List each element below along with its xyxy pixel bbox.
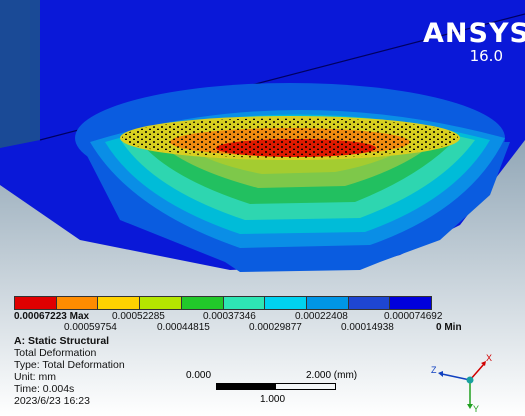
triad-origin bbox=[466, 376, 474, 384]
x-axis-label: X bbox=[486, 353, 492, 363]
brand-version: 16.0 bbox=[469, 47, 503, 65]
result-type: Type: Total Deformation bbox=[14, 359, 125, 371]
legend-label: 0.00059754 bbox=[64, 322, 117, 333]
legend-color-swatch bbox=[390, 297, 432, 309]
legend-label: 0.00022408 bbox=[295, 311, 348, 322]
legend-color-swatch bbox=[140, 297, 182, 309]
mesh-nodes bbox=[122, 118, 458, 158]
result-time: Time: 0.004s bbox=[14, 383, 75, 395]
analysis-title: A: Static Structural bbox=[14, 335, 110, 347]
scale-ruler: 0.000 2.000 (mm) 1.000 bbox=[186, 370, 366, 410]
z-axis-label: Z bbox=[431, 365, 437, 375]
x-axis-line bbox=[469, 363, 485, 381]
legend-label: 0.00029877 bbox=[249, 322, 302, 333]
legend-label: 0.00014938 bbox=[341, 322, 394, 333]
legend-color-swatch bbox=[56, 297, 99, 309]
legend-label: 0.00037346 bbox=[203, 311, 256, 322]
z-axis-arrow bbox=[438, 371, 443, 377]
z-axis-line bbox=[441, 373, 471, 381]
color-legend-bar bbox=[14, 296, 432, 310]
legend-color-swatch bbox=[223, 297, 266, 309]
result-unit: Unit: mm bbox=[14, 371, 56, 383]
model-side-face bbox=[0, 0, 40, 148]
legend-label: 0.00052285 bbox=[112, 311, 165, 322]
y-axis-label: Y bbox=[473, 404, 479, 412]
legend-label: 0.00044815 bbox=[157, 322, 210, 333]
x-axis-arrow bbox=[481, 361, 486, 366]
legend-label-max: 0.00067223 Max bbox=[14, 311, 90, 322]
legend-color-swatch bbox=[181, 297, 224, 309]
scale-bar bbox=[216, 383, 336, 390]
legend-color-swatch bbox=[306, 297, 349, 309]
result-info: A: Static Structural Total Deformation T… bbox=[14, 335, 125, 407]
brand-name: ANSYS bbox=[423, 18, 525, 49]
legend-color-swatch bbox=[98, 297, 141, 309]
axis-triad[interactable]: X Y Z bbox=[430, 352, 500, 412]
ansys-logo: ANSYS 16.0 bbox=[423, 18, 525, 65]
result-date: 2023/6/23 16:23 bbox=[14, 395, 90, 407]
legend-label: 0.000074692 bbox=[384, 311, 443, 322]
y-axis-arrow bbox=[467, 404, 473, 409]
legend-color-swatch bbox=[348, 297, 391, 309]
scale-label-mid: 1.000 bbox=[260, 394, 286, 405]
scale-label-start: 0.000 bbox=[186, 370, 212, 381]
legend-color-swatch bbox=[15, 297, 57, 309]
legend-label-min: 0 Min bbox=[436, 322, 462, 333]
scale-label-end: 2.000 (mm) bbox=[306, 370, 358, 381]
result-name: Total Deformation bbox=[14, 347, 97, 359]
legend-color-swatch bbox=[265, 297, 307, 309]
